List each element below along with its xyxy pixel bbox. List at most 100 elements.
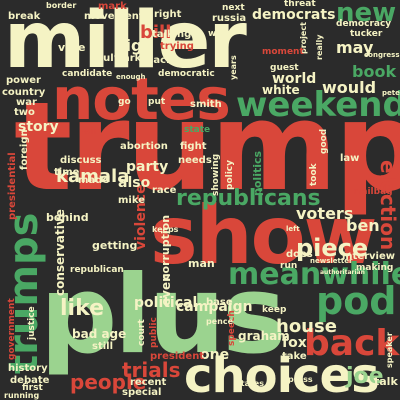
word-keeps: keeps [152, 225, 179, 234]
word-break: break [8, 11, 41, 22]
word-president: president [150, 351, 205, 362]
word-kamala: kamala [56, 166, 130, 187]
word-next: next [222, 3, 245, 13]
word-party: party [126, 159, 169, 175]
word-government: government [7, 298, 17, 360]
word-really: really [315, 34, 324, 60]
word-needs: needs [178, 155, 212, 166]
word-making: making [356, 263, 394, 273]
word-speaker: speaker [385, 332, 394, 368]
word-time: time [54, 167, 80, 178]
word-mike: mike [118, 195, 146, 206]
word-put: put [148, 97, 166, 107]
word-speech: speech [227, 310, 237, 346]
word-people: people [70, 370, 147, 394]
word-movement: movement [84, 11, 144, 22]
word-want: want [208, 29, 234, 39]
word-fight: fight [180, 141, 207, 152]
word-getting: getting [92, 239, 138, 252]
word-jack: jack [150, 55, 173, 66]
word-newsletter: newsletter [310, 257, 353, 265]
word-fox: fox [282, 335, 307, 351]
word-voters: voters [296, 204, 354, 223]
word-bad-age: bad age [72, 327, 127, 341]
word-joe: joe [346, 364, 384, 389]
word-democracy: democracy [336, 19, 392, 29]
word-like: like [60, 296, 105, 321]
word-press: press [288, 375, 313, 384]
word-good: good [319, 128, 329, 154]
word-border: border [46, 1, 77, 10]
word-white: white [262, 83, 300, 97]
word-authoritarian: authoritarian [320, 269, 365, 276]
word-notes: notes [52, 65, 231, 133]
word-threat: threat [284, 0, 316, 9]
word-win: win [82, 127, 100, 137]
word-country: country [2, 87, 46, 98]
word-history: history [8, 363, 48, 374]
word-special: special [122, 387, 162, 398]
word-miller: miller [4, 0, 247, 86]
word-trials: trials [122, 358, 181, 382]
word-pence: pence [206, 317, 234, 326]
word-weekend: weekend [236, 85, 400, 125]
word-enough: enough [116, 73, 146, 81]
word-democratic: democratic [158, 69, 215, 79]
word-big: big [114, 36, 143, 55]
word-politics: politics [251, 150, 264, 196]
word-guest: guest [270, 63, 299, 73]
word-republicans: republicans [176, 186, 321, 211]
word-house: house [276, 316, 337, 337]
word-book: book [352, 62, 397, 81]
word-would: would [322, 78, 377, 97]
word-take: take [282, 351, 307, 362]
word-discuss: discuss [60, 155, 102, 166]
word-law: law [340, 153, 360, 164]
word-may: may [336, 38, 374, 57]
word-plus: plus [40, 253, 286, 378]
word-state: state [184, 125, 211, 135]
word-first: first [22, 383, 43, 393]
word-talking: talking [152, 29, 192, 40]
word-showing: showing [211, 153, 221, 196]
word-took: took [309, 163, 319, 186]
word-still: still [92, 341, 114, 352]
word-campaign: campaign [176, 299, 253, 315]
word-base: base [206, 297, 233, 308]
word-congress: congress [364, 51, 400, 59]
word-policy: policy [225, 160, 235, 190]
word-ben: ben [346, 216, 380, 235]
word-go: go [118, 97, 131, 107]
word-justice: justice [27, 306, 37, 340]
word-meanwhile: meanwhile [228, 257, 400, 292]
word-court: court [137, 319, 147, 346]
word-years: years [229, 55, 238, 80]
word-run: run [280, 261, 298, 271]
word-trying: trying [160, 41, 194, 52]
word-moment: moment [262, 47, 304, 57]
word-piece: piece [296, 234, 369, 262]
word-public: public [149, 317, 159, 348]
word-pod: pod [316, 279, 397, 323]
word-running: running [4, 391, 40, 400]
word-show: show [150, 189, 377, 282]
word-graham: graham [238, 329, 290, 343]
word-recent: recent [130, 377, 167, 388]
word-mailbag: mailbag [352, 187, 393, 197]
word-tucker: tucker [350, 29, 383, 39]
word-debate: debate [10, 375, 50, 386]
word-bill: bill [140, 22, 172, 43]
word-abortion: abortion [120, 141, 168, 152]
word-vote: vote [58, 41, 86, 54]
word-foreign: foreign [19, 129, 30, 170]
word-one: one [200, 347, 230, 363]
word-back: back [304, 323, 400, 364]
word-democrats: democrats [252, 7, 336, 23]
word-behind: behind [46, 211, 89, 224]
word-keep: keep [262, 305, 287, 315]
word-also: also [118, 175, 151, 191]
word-bulwark: bulwark [96, 53, 142, 64]
word-election: election [376, 160, 400, 251]
word-two: two [14, 107, 35, 118]
